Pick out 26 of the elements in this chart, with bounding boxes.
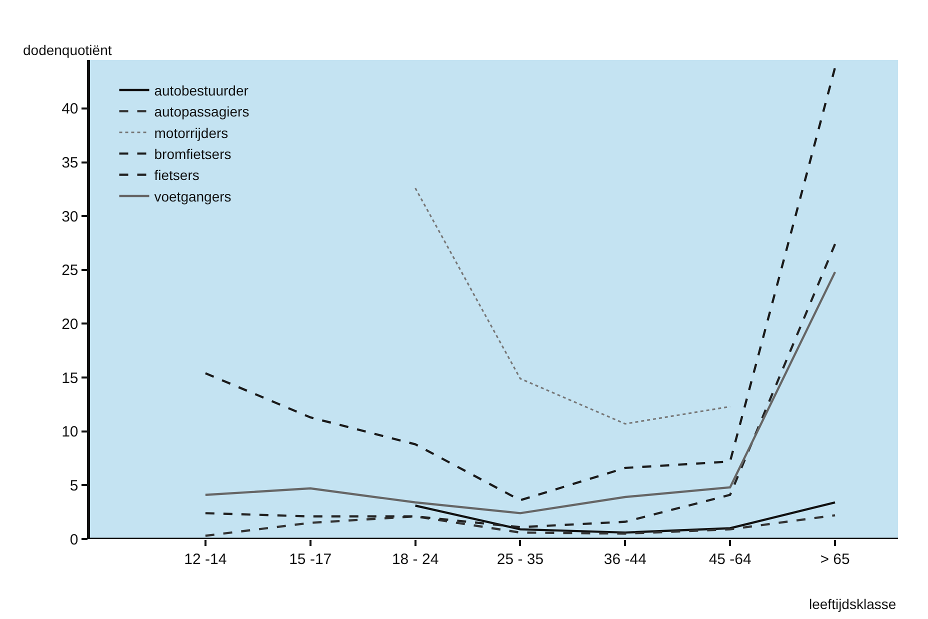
y-tick-label: 30 — [62, 208, 78, 226]
y-tick-label: 15 — [62, 370, 78, 387]
y-tick-label: 0 — [70, 531, 78, 548]
legend-label: bromfietsers — [154, 146, 232, 162]
x-axis-title: leeftijdsklasse — [809, 596, 896, 612]
x-tick-label: 25 - 35 — [496, 551, 544, 568]
y-tick-label: 20 — [62, 316, 78, 333]
x-tick-label: > 65 — [820, 551, 850, 568]
x-tick-label: 36 -44 — [604, 551, 646, 568]
legend-label: voetgangers — [154, 188, 232, 204]
x-tick-label: 45 -64 — [708, 551, 752, 568]
legend-label: autobestuurder — [154, 82, 249, 98]
line-series — [414, 501, 836, 534]
y-axis-title: dodenquotiënt — [23, 42, 112, 58]
x-tick-label: 18 - 24 — [392, 551, 439, 568]
legend-label: autopassagiers — [154, 104, 250, 120]
legend-label: motorrijders — [154, 124, 228, 141]
x-tick-label: 15 -17 — [289, 551, 332, 568]
line-series — [204, 514, 836, 537]
y-tick-label: 40 — [62, 100, 78, 118]
y-tick-label: 5 — [70, 477, 78, 494]
y-tick-label: 35 — [62, 154, 78, 172]
x-tick-label: 12 -14 — [184, 551, 227, 568]
y-tick-label: 10 — [62, 424, 78, 441]
y-tick-label: 25 — [62, 262, 78, 280]
legend-label: fietsers — [154, 167, 200, 184]
